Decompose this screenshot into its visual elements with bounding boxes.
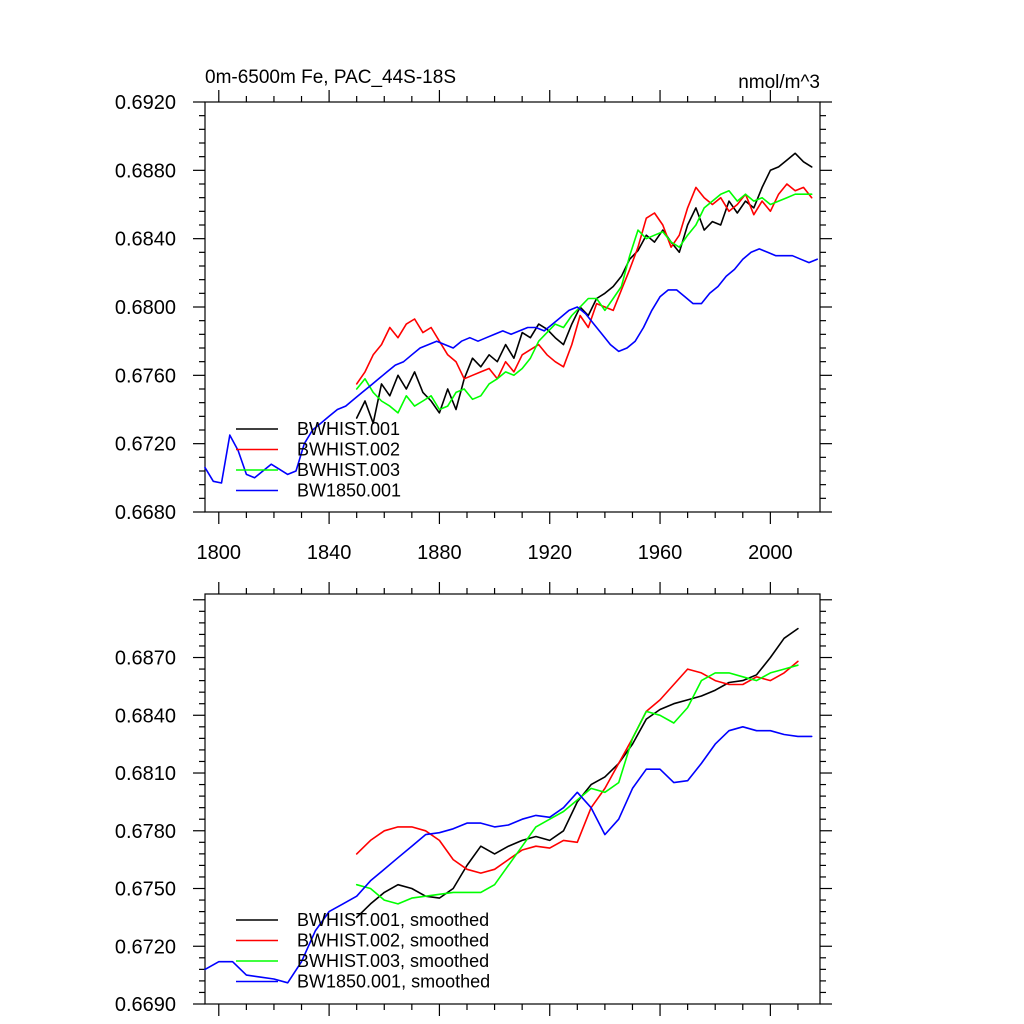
bottom-y-tick-label: 0.6750 [115, 879, 176, 901]
top-x-tick-label: 2000 [748, 542, 793, 564]
top-y-tick-label: 0.6800 [115, 297, 176, 319]
top-panel-title: 0m-6500m Fe, PAC_44S-18S [205, 67, 456, 88]
bottom-series-line-4 [204, 726, 813, 984]
bottom-y-tick-label: 0.6780 [115, 821, 176, 843]
top-legend-label-4: BW1850.001 [297, 481, 401, 501]
top-series-line-1 [355, 152, 813, 424]
bottom-plot-frame [204, 593, 821, 1005]
top-series-line-4 [204, 248, 818, 484]
top-x-tick-label: 1920 [527, 542, 572, 564]
bottom-legend-label-3: BWHIST.003, smoothed [297, 951, 489, 971]
bottom-y-tick-label: 0.6720 [115, 936, 176, 958]
bottom-series-line-2 [355, 660, 799, 874]
top-y-tick-label: 0.6720 [115, 434, 176, 456]
top-x-tick-label: 1840 [307, 542, 352, 564]
bottom-series-line-1 [355, 627, 799, 919]
top-y-tick-label: 0.6760 [115, 365, 176, 387]
top-legend-label-2: BWHIST.002 [297, 440, 400, 460]
top-panel-units: nmol/m^3 [738, 72, 820, 93]
top-legend-label-1: BWHIST.001 [297, 419, 400, 439]
top-series-line-3 [355, 190, 813, 414]
top-series-line-2 [355, 183, 813, 385]
bottom-y-tick-label: 0.6690 [115, 994, 176, 1016]
bottom-y-tick-label: 0.6840 [115, 705, 176, 727]
bottom-legend-label-2: BWHIST.002, smoothed [297, 931, 489, 951]
top-x-tick-label: 1800 [197, 542, 242, 564]
top-panel: 0m-6500m Fe, PAC_44S-18S nmol/m^3 1800 18… [115, 67, 832, 564]
top-x-tick-label: 1960 [638, 542, 683, 564]
bottom-series-line-3 [355, 664, 799, 905]
top-y-tick-label: 0.6680 [115, 502, 176, 524]
bottom-legend-label-1: BWHIST.001, smoothed [297, 910, 489, 930]
bottom-panel: 0.6690 0.6720 0.6750 0.6780 0.6810 0.6840 0.68… [115, 582, 832, 1016]
top-x-tick-label: 1880 [417, 542, 462, 564]
bottom-y-tick-label: 0.6870 [115, 648, 176, 670]
top-legend-label-3: BWHIST.003 [297, 460, 400, 480]
top-y-tick-label: 0.6840 [115, 229, 176, 251]
bottom-y-tick-label: 0.6810 [115, 763, 176, 785]
top-y-tick-label: 0.6920 [115, 92, 176, 114]
bottom-legend-label-4: BW1850.001, smoothed [297, 972, 490, 992]
top-y-tick-label: 0.6880 [115, 160, 176, 182]
